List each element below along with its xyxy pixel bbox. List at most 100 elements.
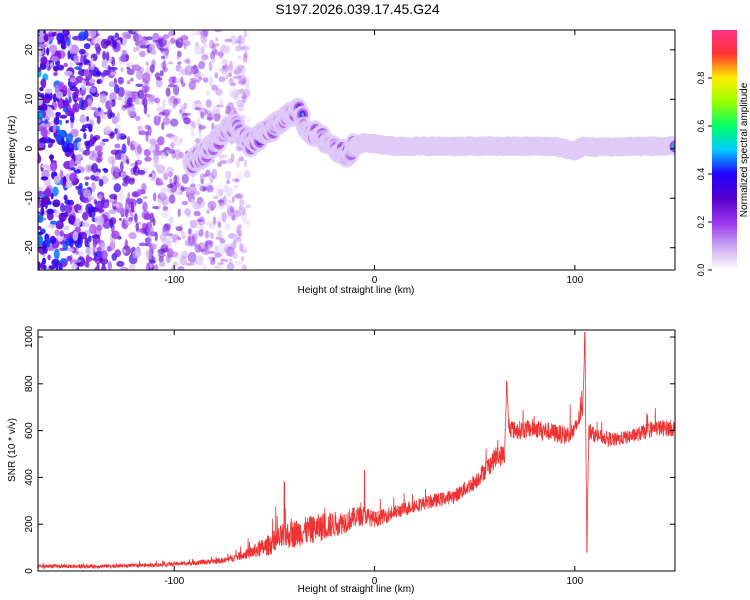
noise-blob — [82, 149, 91, 156]
x-tick-label: -100 — [164, 576, 184, 587]
noise-blob — [136, 143, 142, 155]
noise-blob — [147, 145, 156, 152]
noise-blob — [222, 64, 230, 72]
noise-blob — [51, 31, 57, 37]
noise-blob — [100, 141, 106, 147]
noise-blob — [223, 184, 228, 188]
noise-blob — [59, 114, 68, 119]
noise-blob — [97, 194, 103, 200]
noise-blob — [146, 36, 153, 41]
noise-blob — [118, 218, 122, 221]
noise-blob — [60, 202, 65, 211]
noise-blob — [90, 133, 94, 144]
noise-blob — [202, 77, 209, 83]
noise-blob — [75, 186, 79, 190]
noise-blob — [125, 61, 133, 68]
noise-blob — [115, 154, 120, 160]
noise-blob — [135, 223, 139, 231]
noise-blob — [96, 246, 102, 252]
noise-blob — [149, 43, 156, 55]
noise-blob — [213, 65, 221, 72]
noise-blob — [38, 225, 42, 230]
noise-blob — [138, 125, 143, 130]
noise-blob — [147, 94, 156, 103]
snr-frame — [37, 329, 676, 572]
noise-blob — [205, 99, 212, 109]
noise-blob — [50, 139, 56, 144]
noise-blob — [114, 84, 120, 94]
x-tick-label: -100 — [164, 275, 184, 286]
noise-blob — [199, 225, 205, 232]
noise-blob — [73, 54, 79, 64]
noise-blob — [58, 263, 63, 270]
noise-blob — [213, 113, 221, 122]
noise-blob — [112, 205, 116, 210]
noise-blob — [146, 225, 154, 235]
noise-blob — [124, 239, 129, 251]
noise-blob — [176, 50, 182, 58]
noise-blob — [120, 66, 124, 73]
noise-blob — [229, 206, 235, 213]
noise-blob — [170, 251, 179, 258]
spectrogram-noise-blobs — [38, 30, 252, 270]
noise-blob — [197, 76, 203, 81]
noise-blob — [53, 175, 61, 184]
noise-blob — [132, 93, 136, 103]
noise-blob — [166, 254, 171, 264]
noise-blob — [212, 43, 220, 47]
noise-blob — [209, 258, 216, 266]
noise-blob — [178, 267, 183, 270]
noise-blob — [131, 30, 141, 33]
noise-blob — [196, 117, 201, 128]
noise-blob — [245, 221, 251, 230]
noise-blob — [196, 255, 204, 266]
noise-blob — [38, 67, 42, 72]
noise-blob — [233, 47, 241, 53]
noise-blob — [89, 223, 97, 234]
noise-blob — [238, 35, 242, 45]
noise-blob — [240, 78, 247, 84]
noise-blob — [184, 239, 192, 247]
noise-blob — [55, 220, 64, 230]
noise-blob — [96, 224, 103, 232]
noise-blob — [240, 46, 250, 51]
noise-blob — [121, 143, 127, 155]
noise-blob — [188, 80, 197, 91]
noise-blob — [232, 210, 242, 218]
noise-blob — [229, 242, 236, 251]
noise-blob — [178, 191, 184, 196]
noise-blob — [212, 220, 218, 224]
noise-blob — [109, 217, 117, 225]
noise-blob — [141, 96, 146, 106]
noise-blob — [53, 248, 60, 260]
noise-blob — [236, 64, 245, 70]
noise-blob — [228, 233, 236, 239]
noise-blob — [135, 83, 143, 88]
noise-blob — [191, 178, 195, 187]
noise-blob — [116, 260, 125, 267]
noise-blob — [175, 37, 184, 49]
noise-blob — [66, 142, 74, 154]
noise-blob — [193, 210, 201, 217]
colorbar-tick-label: 0.8 — [696, 72, 706, 85]
noise-blob — [96, 70, 102, 76]
noise-blob — [162, 66, 168, 73]
noise-blob — [181, 231, 186, 240]
ridge-sample — [301, 112, 305, 117]
noise-blob — [161, 211, 170, 218]
noise-blob — [47, 254, 51, 261]
noise-blob — [205, 89, 210, 97]
noise-blob — [121, 249, 127, 254]
noise-blob — [93, 199, 98, 205]
noise-blob — [241, 92, 247, 103]
x-tick-label: 100 — [566, 275, 583, 286]
colorbar-tick-label: 0.4 — [696, 168, 706, 181]
noise-blob — [243, 88, 251, 98]
noise-blob — [232, 251, 238, 260]
noise-blob — [100, 72, 106, 78]
noise-blob — [230, 91, 238, 99]
noise-blob — [146, 235, 152, 247]
noise-blob — [189, 219, 198, 229]
noise-blob — [94, 267, 100, 270]
noise-blob — [243, 30, 247, 38]
